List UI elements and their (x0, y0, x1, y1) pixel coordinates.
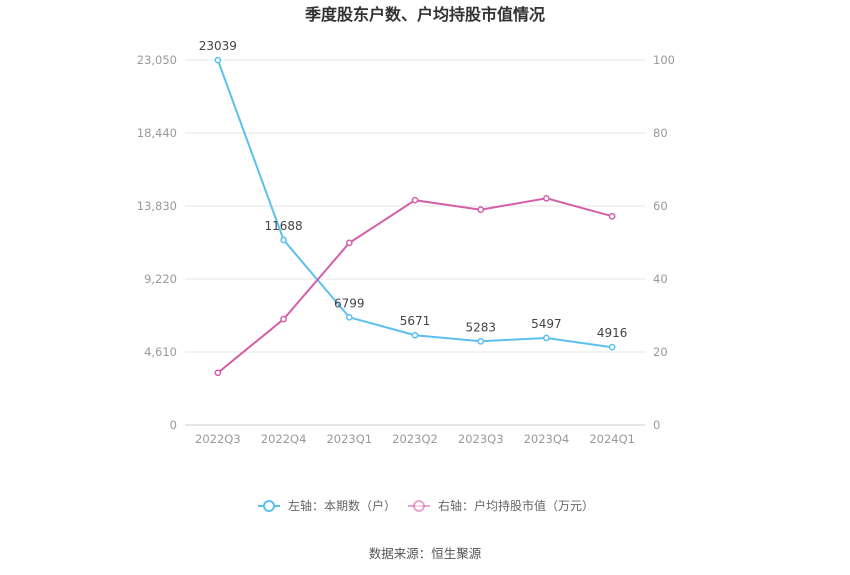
data-label: 5283 (465, 320, 496, 334)
data-label: 6799 (334, 296, 365, 310)
data-point (280, 236, 287, 244)
left-tick-label: 9,220 (144, 272, 177, 286)
left-tick-label: 13,830 (137, 199, 177, 213)
legend-swatch-marker (413, 500, 425, 512)
data-point (543, 194, 550, 202)
legend-label: 左轴：本期数（户） (288, 498, 396, 513)
x-tick-label: 2023Q2 (392, 432, 438, 446)
data-point (477, 206, 485, 213)
data-point (411, 331, 419, 339)
source-note: 数据来源：恒生聚源 (369, 546, 482, 561)
grid (185, 59, 645, 426)
data-labels: 23039 11688 6799 5671 5283 5497 4916 (199, 39, 628, 340)
data-point (608, 212, 616, 220)
x-tick-label: 2023Q1 (326, 432, 372, 446)
series-points (214, 56, 616, 377)
right-axis: 0 20 40 60 80 100 (653, 53, 675, 432)
right-tick-label: 20 (653, 345, 668, 359)
series-line-1 (216, 59, 613, 349)
data-point (608, 343, 616, 351)
left-tick-label: 0 (170, 418, 177, 432)
right-tick-label: 60 (653, 199, 668, 213)
data-point (543, 334, 550, 342)
data-label: 5671 (400, 314, 431, 328)
data-point (477, 337, 485, 345)
left-tick-label: 23,050 (137, 53, 177, 67)
x-tick-label: 2024Q1 (589, 432, 635, 446)
left-tick-label: 4,610 (144, 345, 177, 359)
x-tick-label: 2023Q4 (524, 432, 570, 446)
x-tick-label: 2023Q3 (458, 432, 504, 446)
x-axis: 2022Q3 2022Q4 2023Q1 2023Q2 2023Q3 2023Q4 2024… (195, 432, 635, 446)
legend-label: 右轴：户均持股市值（万元） (438, 498, 594, 513)
right-tick-label: 80 (653, 126, 668, 140)
data-label: 5497 (531, 317, 562, 331)
right-tick-label: 0 (653, 418, 660, 432)
data-label: 11688 (264, 219, 302, 233)
left-axis: 0 4,610 9,220 13,830 18,440 23,050 (137, 53, 177, 432)
right-tick-label: 100 (653, 53, 675, 67)
legend-item-2[interactable]: 右轴：户均持股市值（万元） (408, 498, 594, 513)
left-tick-label: 18,440 (137, 126, 177, 140)
x-tick-label: 2022Q3 (195, 432, 241, 446)
chart-title: 季度股东户数、户均持股市值情况 (304, 5, 545, 24)
legend-swatch-marker (263, 500, 275, 512)
data-point (280, 315, 287, 323)
data-point (411, 196, 419, 204)
x-tick-label: 2022Q4 (261, 432, 307, 446)
legend-item-1[interactable]: 左轴：本期数（户） (258, 498, 396, 513)
data-label: 4916 (597, 326, 628, 340)
right-tick-label: 40 (653, 272, 668, 286)
data-point (345, 313, 353, 321)
data-point (214, 56, 222, 64)
data-point (214, 369, 222, 377)
data-point (345, 239, 353, 247)
legend[interactable]: 左轴：本期数（户） 右轴：户均持股市值（万元） (258, 498, 594, 513)
data-label: 23039 (199, 39, 237, 53)
